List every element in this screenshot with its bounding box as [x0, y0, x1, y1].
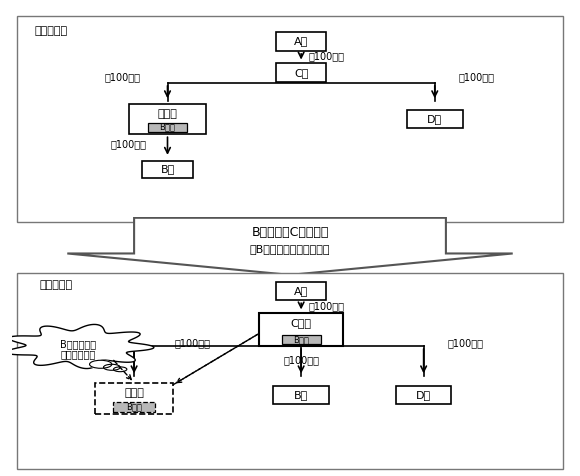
FancyBboxPatch shape	[143, 161, 193, 178]
Polygon shape	[67, 218, 513, 275]
Text: 益の繰延処理: 益の繰延処理	[61, 349, 96, 359]
Text: C　社: C 社	[291, 318, 311, 328]
Text: （100％）: （100％）	[111, 139, 147, 149]
FancyBboxPatch shape	[276, 63, 326, 82]
FancyBboxPatch shape	[407, 109, 463, 129]
Circle shape	[103, 364, 120, 370]
Text: （100％）: （100％）	[308, 301, 344, 311]
Text: B社株: B社株	[160, 123, 175, 132]
Text: D社: D社	[427, 114, 443, 124]
FancyBboxPatch shape	[113, 402, 155, 412]
FancyBboxPatch shape	[276, 282, 326, 300]
Text: （100％）: （100％）	[447, 338, 483, 348]
Text: 当　社: 当 社	[158, 109, 177, 119]
FancyBboxPatch shape	[259, 313, 343, 346]
FancyBboxPatch shape	[17, 273, 563, 469]
Text: B社: B社	[161, 164, 175, 174]
FancyBboxPatch shape	[148, 122, 187, 132]
Text: B社株式譲渡: B社株式譲渡	[60, 339, 96, 349]
FancyBboxPatch shape	[282, 335, 321, 344]
Text: C社: C社	[294, 68, 309, 78]
Text: （100％）: （100％）	[459, 72, 495, 82]
Text: （B社株式譲渡益の発生）: （B社株式譲渡益の発生）	[250, 244, 330, 254]
Text: （100％）: （100％）	[175, 338, 211, 348]
Text: B社株式をC社に譲渡: B社株式をC社に譲渡	[251, 226, 329, 239]
FancyBboxPatch shape	[276, 32, 326, 51]
FancyBboxPatch shape	[95, 383, 173, 414]
Text: B社株: B社株	[293, 335, 309, 344]
PathPatch shape	[6, 325, 154, 368]
Text: （100％）: （100％）	[308, 51, 344, 61]
Text: 当　社: 当 社	[124, 387, 144, 397]
FancyBboxPatch shape	[273, 386, 329, 404]
Circle shape	[89, 360, 112, 368]
Text: （100％）: （100％）	[283, 355, 319, 365]
FancyBboxPatch shape	[17, 16, 563, 222]
Circle shape	[114, 367, 127, 372]
Text: ［譲渡後］: ［譲渡後］	[39, 280, 72, 290]
Text: A社: A社	[294, 286, 308, 297]
FancyBboxPatch shape	[396, 386, 451, 404]
Text: B社株: B社株	[126, 403, 142, 411]
Text: ［譲渡前］: ［譲渡前］	[34, 26, 67, 36]
Text: （100％）: （100％）	[105, 72, 141, 82]
Text: D社: D社	[416, 390, 431, 400]
Text: A社: A社	[294, 37, 308, 47]
Text: B社: B社	[294, 390, 308, 400]
FancyBboxPatch shape	[129, 104, 206, 134]
